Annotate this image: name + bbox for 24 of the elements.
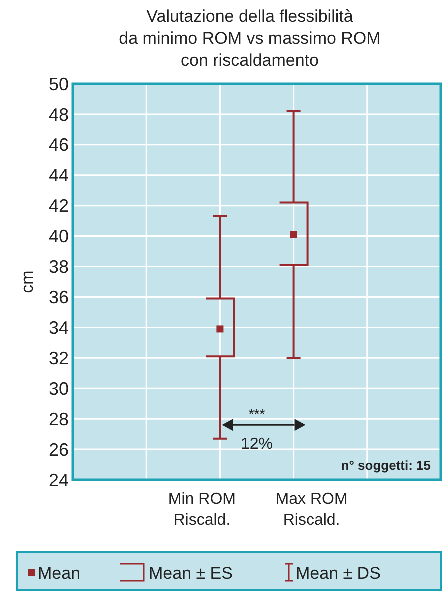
y-tick-label: 46	[48, 135, 69, 156]
y-tick-label: 38	[48, 257, 69, 278]
y-tick-label: 32	[48, 348, 69, 368]
y-tick-label: 48	[48, 104, 69, 125]
y-tick-label: 34	[48, 318, 69, 338]
y-tick-label: 40	[48, 226, 69, 247]
x-tick-label: Max ROM Riscald.	[276, 491, 348, 529]
annotation: 12%	[240, 436, 274, 454]
text: Mean ± DS	[296, 564, 381, 583]
y-tick-label: 44	[48, 166, 69, 186]
y-tick-label: 36	[48, 288, 69, 308]
y-tick-label: 42	[48, 196, 69, 216]
y-tick-label: 30	[48, 378, 69, 399]
chart-title: Valutazione della flessibilità da minimo ROM vs massimo ROM con riscaldamento	[119, 7, 381, 70]
annotation: ***	[248, 406, 266, 422]
x-tick-label: Min ROM Riscald.	[168, 491, 236, 529]
y-tick-label: 50	[48, 74, 69, 94]
text: Mean ± ES	[149, 564, 233, 583]
y-tick-label: 28	[48, 409, 69, 430]
y-axis-title: cm	[18, 270, 37, 294]
y-tick-label: 24	[48, 470, 69, 490]
annotation: n° soggetti: 15	[341, 458, 431, 473]
y-tick-label: 26	[48, 440, 69, 460]
text: Mean	[38, 564, 81, 583]
